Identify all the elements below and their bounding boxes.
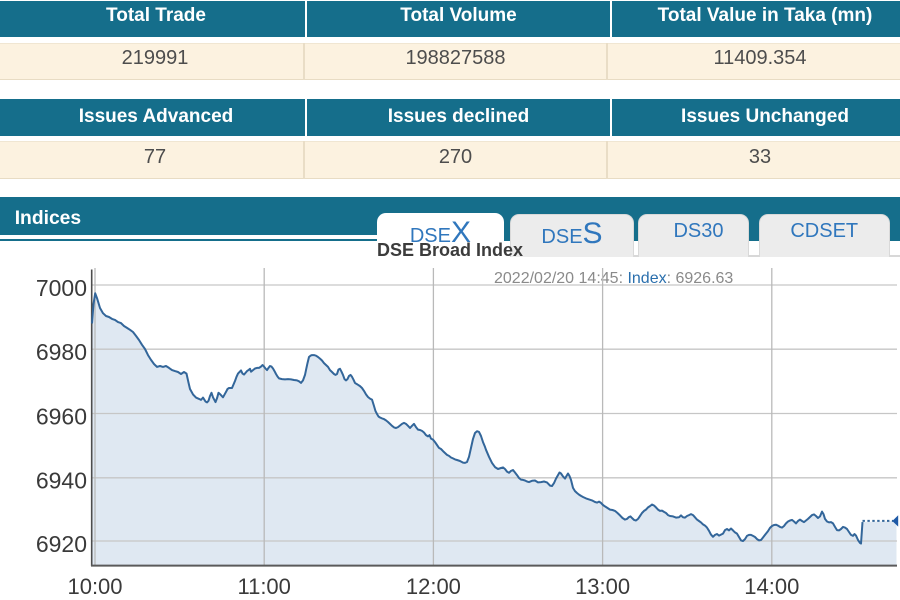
svg-text:6980: 6980	[36, 339, 87, 365]
svg-text:6960: 6960	[36, 403, 87, 429]
svg-text:12:00: 12:00	[406, 574, 461, 599]
svg-text:11:00: 11:00	[237, 574, 290, 599]
svg-text:13:00: 13:00	[575, 574, 630, 599]
svg-text:7000: 7000	[36, 275, 87, 301]
svg-text:6940: 6940	[36, 468, 87, 494]
svg-text:14:00: 14:00	[744, 574, 799, 599]
svg-text:6920: 6920	[36, 531, 87, 557]
svg-text:10:00: 10:00	[67, 574, 122, 599]
